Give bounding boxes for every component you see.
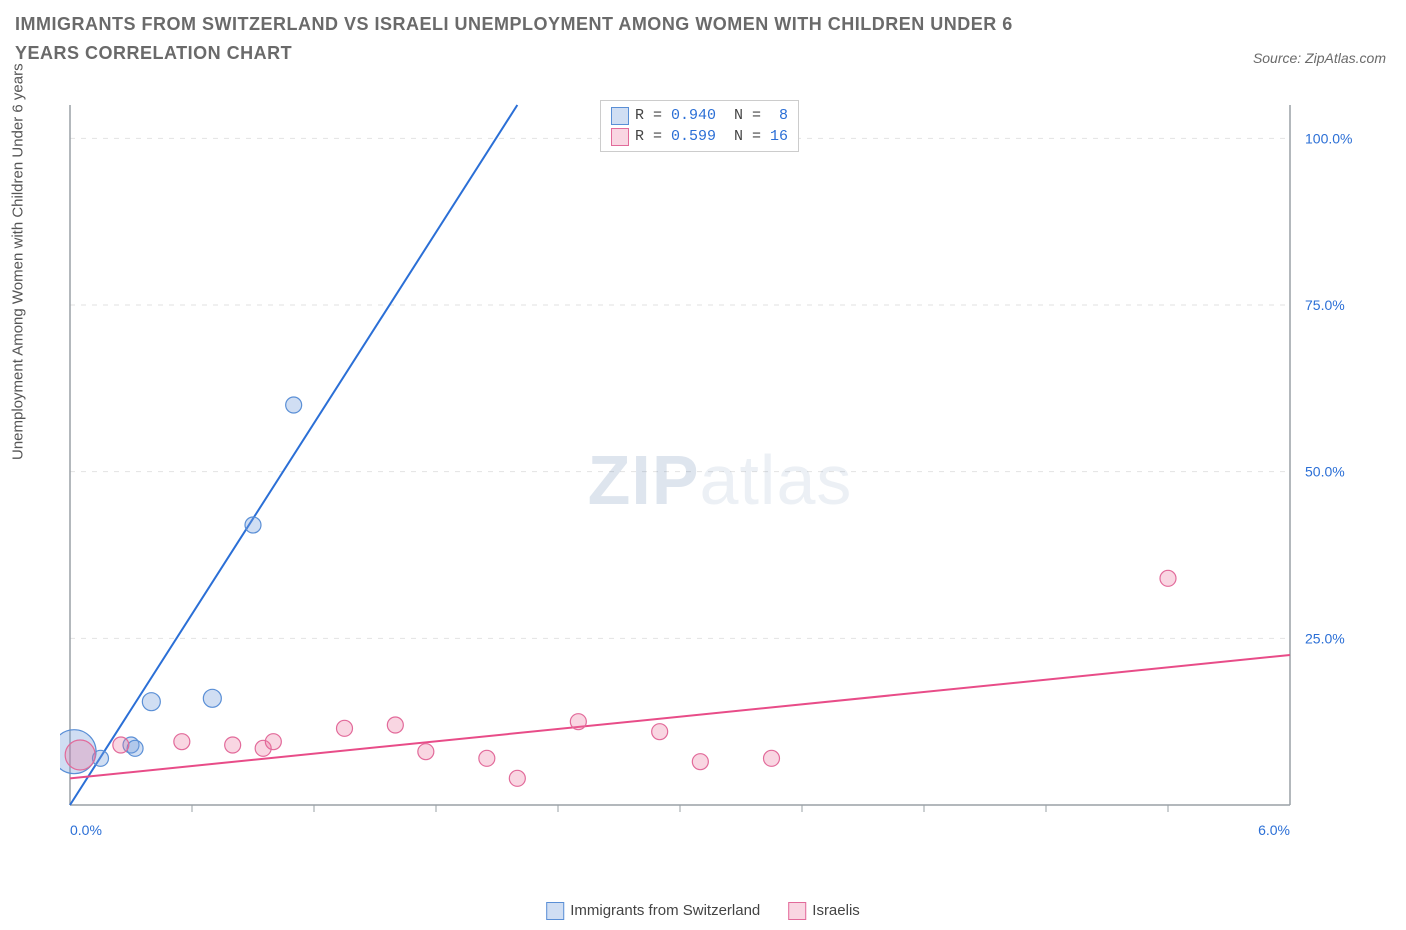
y-tick-label: 75.0% [1305,297,1345,313]
stats-row: R = 0.599 N = 16 [611,126,788,147]
data-point [265,734,281,750]
legend: Immigrants from Switzerland Israelis [546,902,860,920]
data-point [387,717,403,733]
plot-svg: 25.0% 50.0% 75.0% 100.0% 0.0% 6.0% [60,95,1380,865]
legend-item: Immigrants from Switzerland [546,902,760,920]
series-swatch [611,128,629,146]
stats-text: R = 0.940 N = 8 [635,105,788,126]
data-point [286,397,302,413]
chart-title: IMMIGRANTS FROM SWITZERLAND VS ISRAELI U… [15,10,1065,68]
data-point [509,770,525,786]
y-tick-label: 25.0% [1305,630,1345,646]
y-tick-label: 100.0% [1305,130,1352,146]
scatter-plot: 25.0%50.0%75.0%100.0%0.0%6.0% ZIPatlas [60,95,1380,865]
data-point [479,750,495,766]
x-tick-label: 0.0% [70,822,102,838]
stats-text: R = 0.599 N = 16 [635,126,788,147]
data-point [127,740,143,756]
source-attribution: Source: ZipAtlas.com [1253,50,1386,66]
series-swatch [611,107,629,125]
legend-label: Immigrants from Switzerland [570,902,760,919]
data-point [65,740,95,770]
y-axis-label: Unemployment Among Women with Children U… [10,63,27,460]
data-point [113,737,129,753]
data-point [225,737,241,753]
data-point [692,754,708,770]
data-point [203,689,221,707]
legend-swatch [788,902,806,920]
data-point [764,750,780,766]
data-point [418,744,434,760]
legend-item: Israelis [788,902,860,920]
stats-row: R = 0.940 N = 8 [611,105,788,126]
data-point [142,693,160,711]
y-tick-label: 50.0% [1305,464,1345,480]
correlation-stats-box: R = 0.940 N = 8R = 0.599 N = 16 [600,100,799,152]
data-point [570,714,586,730]
data-point [174,734,190,750]
data-point [337,720,353,736]
regression-line [70,655,1290,778]
regression-line [70,105,517,805]
legend-swatch [546,902,564,920]
legend-label: Israelis [812,902,860,919]
data-point [1160,570,1176,586]
data-point [652,724,668,740]
x-tick-label: 6.0% [1258,822,1290,838]
data-point [245,517,261,533]
